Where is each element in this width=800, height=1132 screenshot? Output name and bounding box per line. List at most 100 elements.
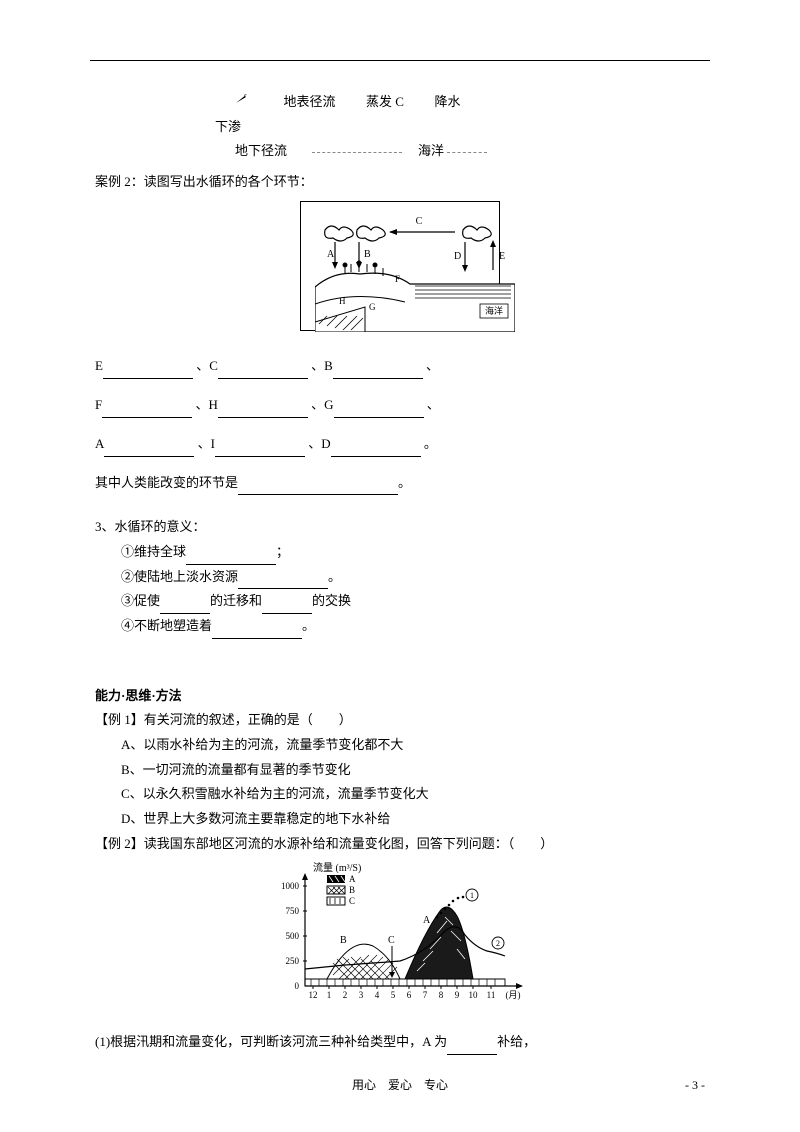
svg-text:C: C [388, 935, 395, 946]
page-number: - 3 - [685, 1074, 705, 1097]
svg-text:500: 500 [286, 931, 300, 941]
blank[interactable] [238, 479, 398, 495]
svg-text:1000: 1000 [281, 881, 300, 891]
fill-c: 、C [196, 358, 218, 373]
fill-d: 、D [308, 436, 330, 451]
blank[interactable] [102, 402, 192, 418]
blank[interactable] [333, 363, 423, 379]
water-cycle-diagram: C A B D E F G H [95, 201, 705, 341]
svg-text:B: B [349, 885, 355, 895]
q3-1a: ①维持全球 [121, 544, 186, 559]
q3-4b: 。 [302, 618, 315, 633]
svg-text:1: 1 [327, 990, 332, 1000]
header-rule [90, 60, 710, 61]
label-ocean: 海洋 [418, 143, 444, 158]
svg-text:C: C [349, 896, 355, 906]
ex1-b: B、一切河流的流量都有显著的季节变化 [95, 758, 705, 783]
svg-text:F: F [395, 274, 400, 284]
svg-text:B: B [364, 249, 371, 260]
tail: 、 [426, 358, 439, 373]
blank[interactable] [212, 623, 302, 639]
svg-text:1: 1 [470, 891, 474, 900]
fill-e: E [95, 358, 103, 373]
arrow-icon [235, 90, 249, 115]
q3-3c: 的交换 [312, 593, 351, 608]
q3-1b: ； [276, 544, 289, 559]
dashed-line-2 [447, 152, 487, 153]
ex1-stem: 【例 1】有关河流的叙述，正确的是（ ） [95, 708, 705, 733]
svg-text:(月): (月) [506, 990, 521, 1000]
label-surface-runoff: 地表径流 [284, 94, 336, 109]
svg-text:G: G [369, 302, 376, 312]
fill-b: 、B [311, 358, 333, 373]
qa-2: 补给， [497, 1034, 536, 1049]
label-ground-runoff: 地下径流 [235, 143, 287, 158]
q3-title: 3、水循环的意义： [95, 515, 705, 540]
svg-text:A: A [423, 915, 431, 926]
svg-text:H: H [339, 296, 346, 306]
q3-2a: ②使陆地上淡水资源 [121, 569, 238, 584]
tail: 、 [427, 397, 440, 412]
svg-text:D: D [454, 251, 461, 262]
tail: 。 [424, 436, 437, 451]
svg-text:B: B [340, 935, 347, 946]
fill-f: F [95, 397, 102, 412]
svg-text:E: E [499, 251, 505, 262]
svg-text:5: 5 [391, 990, 396, 1000]
tail: 。 [398, 475, 411, 490]
blank[interactable] [447, 1039, 497, 1055]
qa-1: (1)根据汛期和流量变化，可判断该河流三种补给类型中，A 为 [95, 1034, 447, 1049]
q-after: (1)根据汛期和流量变化，可判断该河流三种补给类型中，A 为 补给， [95, 1030, 705, 1055]
blank[interactable] [218, 363, 308, 379]
blank[interactable] [218, 402, 308, 418]
q3-3b: 的迁移和 [210, 593, 262, 608]
ex1-a: A、以雨水补给为主的河流，流量季节变化都不大 [95, 733, 705, 758]
svg-text:10: 10 [469, 990, 479, 1000]
svg-text:A: A [349, 874, 356, 884]
svg-text:6: 6 [407, 990, 412, 1000]
svg-text:7: 7 [423, 990, 428, 1000]
blank[interactable] [331, 441, 421, 457]
svg-text:9: 9 [455, 990, 460, 1000]
ex1-c: C、以永久积雪融水补给为主的河流，流量季节变化大 [95, 782, 705, 807]
q3-block: 3、水循环的意义： ①维持全球； ②使陆地上淡水资源。 ③促使的迁移和的交换 ④… [95, 515, 705, 638]
blank[interactable] [160, 598, 210, 614]
blank[interactable] [186, 549, 276, 565]
svg-text:8: 8 [439, 990, 444, 1000]
svg-text:海洋: 海洋 [485, 305, 503, 316]
skills-heading: 能力·思维·方法 [95, 684, 705, 709]
fill-g: 、G [311, 397, 333, 412]
blank[interactable] [238, 573, 328, 589]
ex2-stem: 【例 2】读我国东部地区河流的水源补给和流量变化图，回答下列问题：（ ） [95, 832, 705, 857]
fill-row-1: E 、C 、B 、 [95, 354, 705, 379]
blank[interactable] [104, 441, 194, 457]
fill-row-2: F 、H 、G 、 [95, 393, 705, 418]
svg-text:0: 0 [295, 981, 300, 991]
label-evap-c: 蒸发 C [366, 94, 404, 109]
fill-i: 、I [198, 436, 215, 451]
svg-text:2: 2 [343, 990, 348, 1000]
svg-text:流量 (m³/S): 流量 (m³/S) [313, 861, 361, 874]
top-label-block: 地表径流 蒸发 C 降水 下渗 地下径流 海洋 [95, 90, 705, 164]
label-infilt: 下渗 [215, 119, 241, 134]
svg-text:4: 4 [375, 990, 380, 1000]
fill-change: 其中人类能改变的环节是。 [95, 471, 705, 496]
q3-4a: ④不断地塑造着 [121, 618, 212, 633]
svg-text:12: 12 [309, 990, 318, 1000]
svg-text:C: C [416, 216, 423, 227]
q3-3a: ③促使 [121, 593, 160, 608]
blank[interactable] [262, 598, 312, 614]
blank[interactable] [215, 441, 305, 457]
fill-a: A [95, 436, 104, 451]
blank[interactable] [103, 363, 193, 379]
q3-2b: 。 [328, 569, 341, 584]
ex1-d: D、世界上大多数河流主要靠稳定的地下水补给 [95, 807, 705, 832]
svg-text:750: 750 [286, 906, 300, 916]
svg-text:250: 250 [286, 956, 300, 966]
fill-h: 、H [195, 397, 217, 412]
svg-text:3: 3 [359, 990, 364, 1000]
svg-text:11: 11 [487, 990, 496, 1000]
blank[interactable] [334, 402, 424, 418]
flow-chart: 流量 (m³/S) 0 250 500 750 1000 A [95, 861, 705, 1020]
svg-text:A: A [327, 249, 335, 260]
